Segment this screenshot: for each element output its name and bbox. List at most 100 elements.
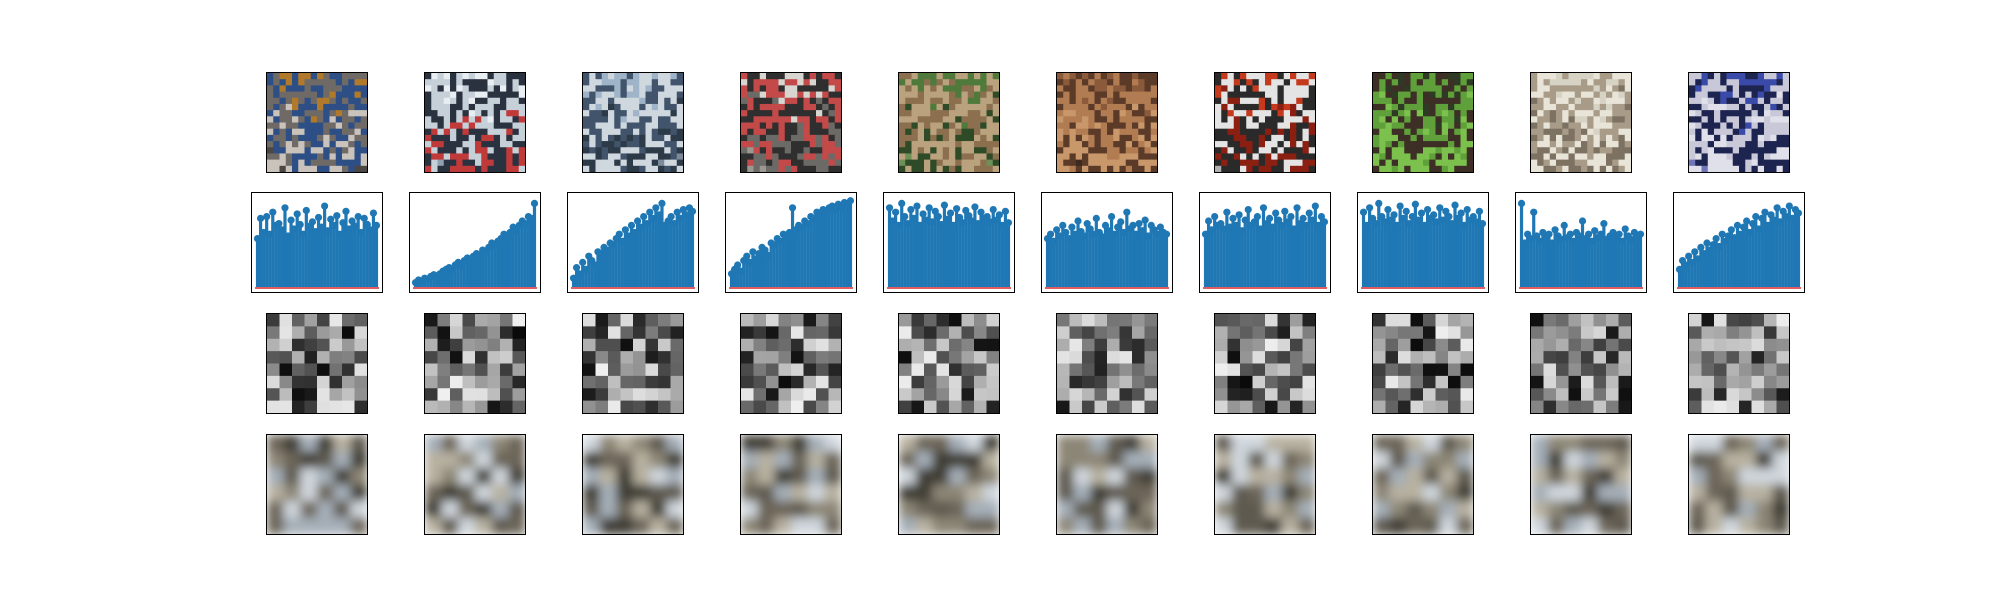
stem-marker bbox=[333, 212, 341, 220]
stem-marker bbox=[1436, 204, 1444, 212]
stem-marker bbox=[369, 209, 378, 217]
reconstructed-image-tile bbox=[1688, 434, 1790, 535]
stem-marker bbox=[1001, 207, 1010, 215]
stem-marker bbox=[1092, 214, 1100, 222]
grayscale-latent-grid bbox=[898, 313, 1000, 414]
reconstructed-image-tile bbox=[1372, 434, 1474, 535]
stem-marker bbox=[989, 205, 997, 214]
stem-marker bbox=[1630, 228, 1638, 237]
original-image-tile bbox=[898, 72, 1000, 173]
stem-marker bbox=[931, 207, 939, 215]
reconstructed-image-tile bbox=[582, 434, 684, 535]
stem-marker bbox=[1287, 213, 1295, 221]
stem-marker bbox=[1211, 213, 1219, 221]
stem-marker bbox=[1123, 208, 1131, 216]
stem-marker bbox=[925, 204, 933, 212]
latent-stem-plot bbox=[1199, 192, 1331, 293]
reconstructed-image-tile bbox=[424, 434, 526, 535]
stem-marker bbox=[1281, 207, 1289, 215]
stem-marker bbox=[919, 210, 927, 218]
original-image-tile bbox=[1056, 72, 1158, 173]
stem-marker bbox=[907, 205, 915, 214]
stem-marker bbox=[646, 208, 654, 216]
stem-marker bbox=[627, 221, 636, 229]
stem-marker bbox=[1430, 211, 1438, 219]
stem-marker bbox=[1229, 214, 1237, 222]
stem-marker bbox=[1235, 211, 1243, 219]
stem-marker bbox=[1733, 221, 1742, 229]
stem-marker bbox=[673, 208, 681, 216]
stem-marker bbox=[342, 207, 350, 215]
stem-marker bbox=[1101, 221, 1110, 229]
stem-marker bbox=[1539, 228, 1547, 237]
reconstructed-image-tile bbox=[740, 434, 842, 535]
stem-marker bbox=[1697, 243, 1705, 251]
stem-marker bbox=[1272, 209, 1280, 217]
stem-marker bbox=[321, 202, 329, 210]
stem-marker bbox=[1253, 213, 1261, 221]
stem-marker bbox=[652, 204, 660, 212]
stem-marker bbox=[846, 197, 855, 205]
stem-marker bbox=[658, 199, 666, 207]
stem-marker bbox=[1378, 213, 1386, 221]
stem-marker bbox=[1390, 211, 1398, 219]
stem-marker bbox=[1156, 223, 1164, 231]
stem-marker bbox=[530, 199, 539, 207]
stem-marker bbox=[308, 218, 317, 226]
stem-marker bbox=[679, 205, 687, 214]
stem-marker bbox=[983, 213, 991, 221]
stem-marker bbox=[1457, 209, 1465, 217]
original-image-tile bbox=[266, 72, 368, 173]
stem-marker bbox=[1317, 213, 1326, 221]
stem-marker bbox=[885, 204, 894, 212]
stem-marker bbox=[263, 213, 271, 221]
stem-marker bbox=[1445, 213, 1453, 221]
stem-marker bbox=[1107, 213, 1116, 221]
stem-marker bbox=[995, 211, 1003, 219]
grayscale-latent-grid bbox=[740, 313, 842, 414]
stem-marker bbox=[977, 208, 985, 216]
original-image-tile bbox=[1530, 72, 1632, 173]
grayscale-latent-grid bbox=[1056, 313, 1158, 414]
stem-marker bbox=[1359, 208, 1368, 216]
stem-marker bbox=[1366, 204, 1374, 212]
original-image-tile bbox=[424, 72, 526, 173]
stem-marker bbox=[1743, 217, 1751, 225]
grayscale-latent-grid bbox=[1688, 313, 1790, 414]
stem-marker bbox=[354, 213, 362, 221]
stem-marker bbox=[971, 203, 979, 211]
latent-stem-plot bbox=[883, 192, 1015, 293]
stem-marker bbox=[1004, 219, 1013, 227]
stem-marker bbox=[734, 261, 742, 269]
stem-marker bbox=[1259, 204, 1268, 212]
stem-marker bbox=[1086, 225, 1094, 233]
stem-marker bbox=[1767, 211, 1775, 219]
stem-marker bbox=[1162, 230, 1171, 238]
stem-marker bbox=[1578, 217, 1587, 225]
grayscale-latent-grid bbox=[424, 313, 526, 414]
stem-marker bbox=[1062, 228, 1070, 237]
stem-marker bbox=[1275, 216, 1283, 224]
stem-marker bbox=[1451, 201, 1459, 209]
stem-marker bbox=[1204, 217, 1213, 225]
latent-stem-plot bbox=[409, 192, 541, 293]
original-image-tile bbox=[1688, 72, 1790, 173]
stem-marker bbox=[1761, 208, 1769, 216]
latent-stem-plot bbox=[567, 192, 699, 293]
stem-marker bbox=[1320, 218, 1329, 226]
stem-marker bbox=[1609, 228, 1617, 237]
reconstructed-image-tile bbox=[266, 434, 368, 535]
stem-marker bbox=[363, 220, 371, 229]
stem-marker bbox=[1779, 207, 1787, 215]
latent-stem-plot bbox=[1515, 192, 1647, 293]
stem-marker bbox=[1375, 199, 1383, 207]
stem-marker bbox=[640, 213, 648, 221]
stem-marker bbox=[761, 246, 769, 254]
stem-marker bbox=[1423, 205, 1432, 214]
stem-marker bbox=[293, 210, 301, 218]
stem-marker bbox=[1265, 214, 1274, 222]
grayscale-latent-grid bbox=[1214, 313, 1316, 414]
stem-marker bbox=[572, 264, 581, 272]
stem-marker bbox=[302, 206, 310, 215]
